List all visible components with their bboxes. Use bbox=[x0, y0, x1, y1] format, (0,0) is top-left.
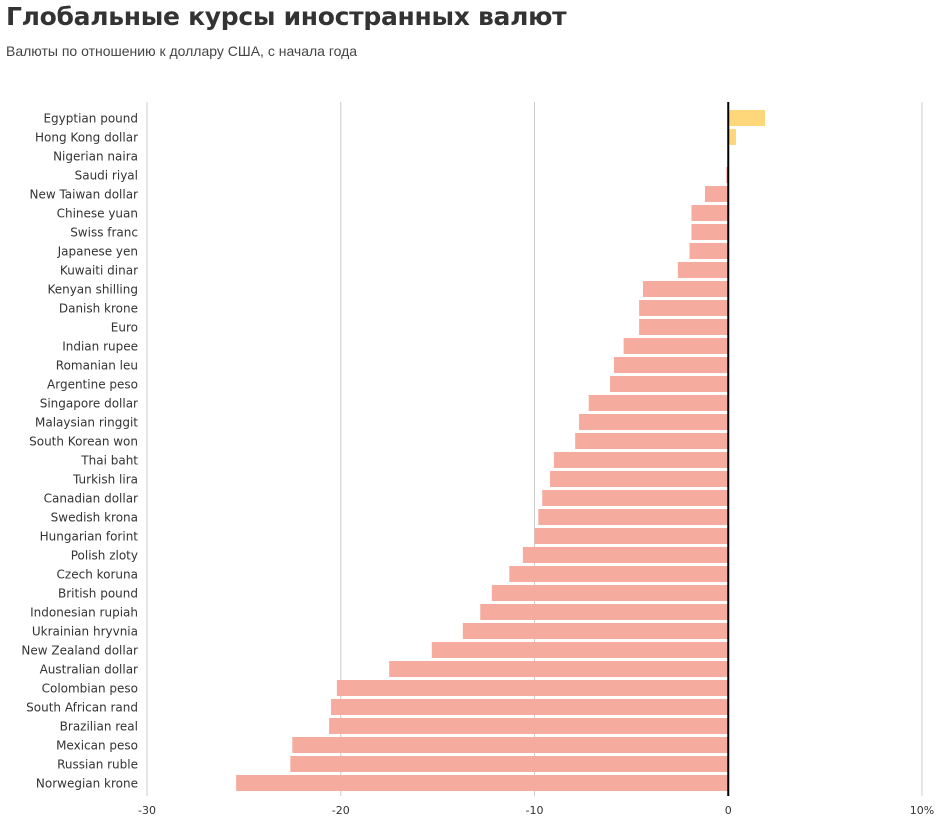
category-label: New Zealand dollar bbox=[21, 644, 138, 658]
bar bbox=[329, 718, 729, 734]
bar bbox=[677, 262, 729, 278]
bar bbox=[613, 357, 729, 373]
category-label: Polish zloty bbox=[71, 549, 138, 563]
bar bbox=[575, 433, 729, 449]
bar bbox=[550, 471, 729, 487]
bar bbox=[553, 452, 729, 468]
bar bbox=[292, 737, 729, 753]
bar bbox=[639, 319, 729, 335]
bars bbox=[236, 110, 766, 791]
chart-subtitle: Валюты по отношению к доллару США, с нач… bbox=[6, 43, 358, 59]
bar bbox=[389, 661, 729, 677]
category-label: Japanese yen bbox=[57, 245, 138, 259]
category-label: Canadian dollar bbox=[44, 492, 138, 506]
category-label: Norwegian krone bbox=[36, 777, 138, 791]
category-label: British pound bbox=[58, 587, 138, 601]
x-axis-ticks: -30 -20 -10 0 10% bbox=[138, 804, 934, 817]
bar bbox=[728, 129, 736, 145]
category-label: Australian dollar bbox=[40, 663, 138, 677]
category-label: Indian rupee bbox=[62, 340, 138, 354]
bar bbox=[236, 775, 729, 791]
category-label: Hungarian forint bbox=[40, 530, 139, 544]
category-label: Euro bbox=[111, 321, 138, 335]
category-label: Swiss franc bbox=[70, 226, 138, 240]
x-tick-label: 0 bbox=[725, 804, 732, 817]
bar bbox=[290, 756, 729, 772]
bar bbox=[331, 699, 729, 715]
category-label: Brazilian real bbox=[60, 720, 138, 734]
bar bbox=[588, 395, 729, 411]
category-label: Danish krone bbox=[59, 302, 138, 316]
category-label: Swedish krona bbox=[51, 511, 138, 525]
category-label: Turkish lira bbox=[72, 473, 138, 487]
bar bbox=[728, 110, 766, 126]
category-label: Singapore dollar bbox=[40, 397, 138, 411]
category-label: South Korean won bbox=[29, 435, 138, 449]
bar bbox=[522, 547, 729, 563]
bar bbox=[643, 281, 729, 297]
x-tick-label: -20 bbox=[332, 804, 350, 817]
bar bbox=[431, 642, 729, 658]
category-label: Colombian peso bbox=[42, 682, 138, 696]
bar bbox=[705, 186, 729, 202]
category-labels: Egyptian pound Hong Kong dollar Nigerian n… bbox=[21, 112, 138, 791]
category-label: Ukrainian hryvnia bbox=[32, 625, 138, 639]
category-label: New Taiwan dollar bbox=[29, 188, 138, 202]
category-label: Romanian leu bbox=[56, 359, 138, 373]
x-tick-label: -10 bbox=[526, 804, 544, 817]
category-label: Argentine peso bbox=[47, 378, 138, 392]
category-label: Czech koruna bbox=[57, 568, 138, 582]
bar bbox=[462, 623, 729, 639]
bar bbox=[610, 376, 729, 392]
bar bbox=[579, 414, 729, 430]
bar bbox=[691, 224, 729, 240]
category-label: Russian ruble bbox=[57, 758, 138, 772]
bar bbox=[623, 338, 729, 354]
bar bbox=[639, 300, 729, 316]
category-label: Kenyan shilling bbox=[47, 283, 138, 297]
chart-title: Глобальные курсы иностранных валют bbox=[6, 2, 567, 31]
category-label: Thai baht bbox=[80, 454, 138, 468]
bar bbox=[491, 585, 729, 601]
bar bbox=[538, 509, 729, 525]
category-label: Chinese yuan bbox=[57, 207, 138, 221]
category-label: South African rand bbox=[26, 701, 138, 715]
category-label: Mexican peso bbox=[56, 739, 138, 753]
bar bbox=[691, 205, 729, 221]
category-label: Kuwaiti dinar bbox=[60, 264, 138, 278]
bar bbox=[689, 243, 729, 259]
category-label: Indonesian rupiah bbox=[30, 606, 138, 620]
category-label: Nigerian naira bbox=[53, 150, 138, 164]
category-label: Egyptian pound bbox=[43, 112, 138, 126]
bar bbox=[480, 604, 729, 620]
x-tick-label: 10% bbox=[910, 804, 934, 817]
category-label: Malaysian ringgit bbox=[35, 416, 138, 430]
bar bbox=[336, 680, 729, 696]
bar bbox=[534, 528, 729, 544]
bar bbox=[542, 490, 729, 506]
x-tick-label: -30 bbox=[138, 804, 156, 817]
category-label: Hong Kong dollar bbox=[35, 131, 138, 145]
bar bbox=[509, 566, 729, 582]
category-label: Saudi riyal bbox=[75, 169, 138, 183]
